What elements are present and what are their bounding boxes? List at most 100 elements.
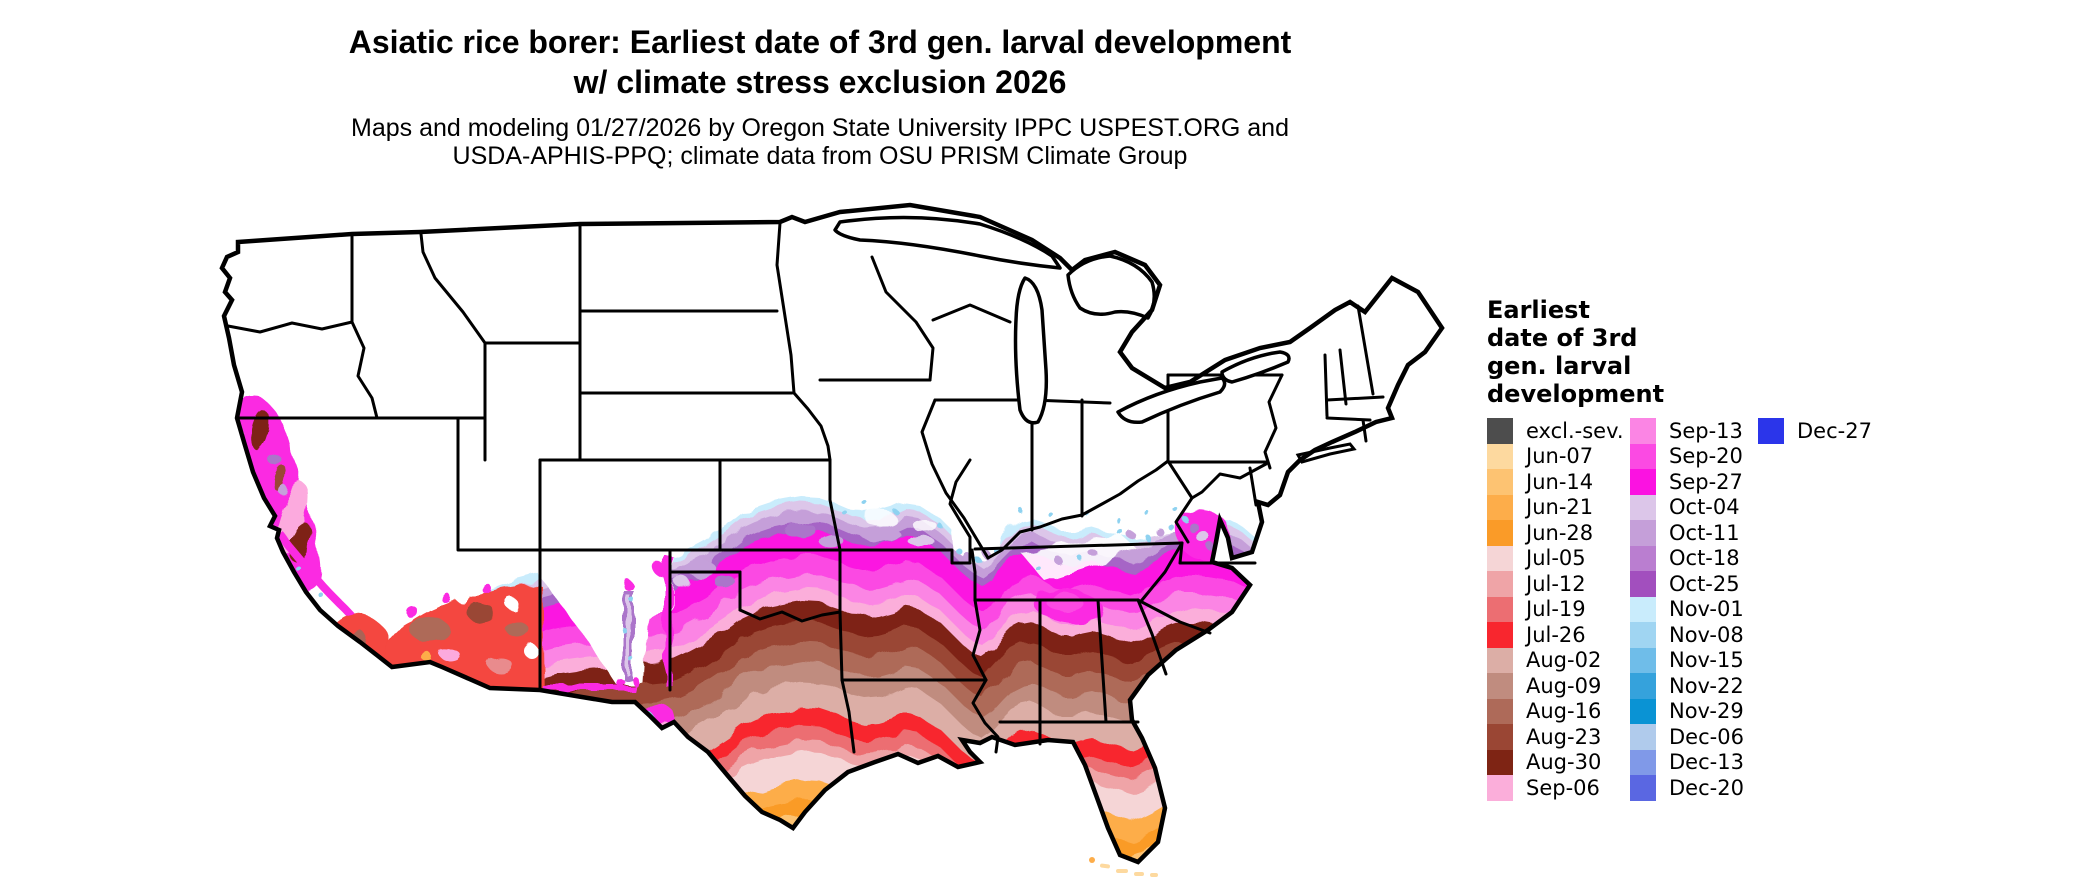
legend-swatch	[1487, 443, 1513, 469]
legend-label: Dec-13	[1669, 750, 1744, 775]
legend-label: Nov-29	[1669, 699, 1744, 724]
legend-row: Sep-20	[1630, 443, 1758, 469]
legend-swatch	[1487, 622, 1513, 648]
legend-swatch	[1630, 622, 1656, 648]
legend-row: Nov-22	[1630, 673, 1758, 699]
legend-row: Nov-29	[1630, 698, 1758, 724]
legend-column-3: Dec-27	[1758, 418, 1872, 801]
legend-row: Aug-23	[1487, 724, 1630, 750]
legend-swatch	[1630, 469, 1656, 495]
title-line-1: Asiatic rice borer: Earliest date of 3rd…	[348, 24, 1292, 60]
legend-swatch	[1630, 418, 1656, 444]
legend-row: Jun-14	[1487, 469, 1630, 495]
legend-row: Dec-20	[1630, 775, 1758, 801]
legend-label: Aug-09	[1526, 673, 1602, 698]
legend-row: Jun-07	[1487, 443, 1630, 469]
legend-row: Nov-01	[1630, 596, 1758, 622]
great-lakes	[833, 215, 1291, 425]
legend-label: Jul-26	[1526, 622, 1586, 647]
legend-swatch	[1630, 775, 1656, 801]
legend-swatch	[1630, 673, 1656, 699]
legend-swatch	[1487, 494, 1513, 520]
legend-label: Nov-08	[1669, 622, 1744, 647]
legend-label: Aug-16	[1526, 699, 1602, 724]
long-island	[1295, 442, 1357, 464]
legend-label: Jul-19	[1526, 597, 1586, 622]
legend-label: Aug-30	[1526, 750, 1602, 775]
legend-label: Jul-05	[1526, 546, 1586, 571]
legend-swatch	[1630, 647, 1656, 673]
legend-row: Aug-09	[1487, 673, 1630, 699]
legend-title: Earliest date of 3rd gen. larval develop…	[1487, 296, 1927, 408]
lake-ontario	[1220, 350, 1291, 384]
lake-huron	[1066, 254, 1156, 320]
legend-swatch	[1758, 418, 1784, 444]
lake-michigan	[1013, 276, 1049, 425]
legend-swatch	[1630, 596, 1656, 622]
legend-row: Aug-02	[1487, 647, 1630, 673]
legend-swatch	[1487, 673, 1513, 699]
legend-row: excl.-sev.	[1487, 418, 1630, 444]
legend-label: Dec-20	[1669, 775, 1744, 800]
legend-title-line-2: date of 3rd	[1487, 324, 1638, 352]
legend-label: Dec-27	[1797, 418, 1872, 443]
legend-label: Jun-28	[1526, 520, 1594, 545]
legend-label: Jun-07	[1526, 444, 1594, 469]
us-choropleth-map	[180, 160, 1460, 890]
legend-swatch	[1630, 724, 1656, 750]
legend-label: Dec-06	[1669, 724, 1744, 749]
legend-label: Sep-20	[1669, 444, 1743, 469]
legend-swatch	[1487, 469, 1513, 495]
legend-swatch	[1630, 698, 1656, 724]
legend-swatch	[1487, 571, 1513, 597]
legend-row: Oct-04	[1630, 494, 1758, 520]
lake-superior	[833, 215, 1062, 270]
legend-column-2: Sep-13 Sep-20 Sep-27 Oct-04 Oct-11 Oct-18 Oct-…	[1630, 418, 1758, 801]
legend-row: Oct-25	[1630, 571, 1758, 597]
legend-label: Jul-12	[1526, 571, 1586, 596]
legend-row: Dec-13	[1630, 749, 1758, 775]
legend-row: Nov-15	[1630, 647, 1758, 673]
legend-swatch	[1630, 749, 1656, 775]
legend-row: Jul-05	[1487, 545, 1630, 571]
legend-entries: excl.-sev. Jun-07 Jun-14 Jun-21 Jun-28 Jul-05…	[1487, 418, 1872, 801]
legend-row: Aug-30	[1487, 749, 1630, 775]
legend-row: Sep-06	[1487, 775, 1630, 801]
map-subtitle: Maps and modeling 01/27/2026 by Oregon S…	[0, 114, 1640, 170]
legend-row: Oct-18	[1630, 545, 1758, 571]
legend-label: Aug-23	[1526, 724, 1602, 749]
legend-column-1: excl.-sev. Jun-07 Jun-14 Jun-21 Jun-28 Jul-05…	[1487, 418, 1630, 801]
title-line-2: w/ climate stress exclusion 2026	[573, 64, 1067, 100]
legend-label: Oct-18	[1669, 546, 1740, 571]
legend-row: Jul-12	[1487, 571, 1630, 597]
legend-label: Sep-06	[1526, 775, 1600, 800]
map-legend: Earliest date of 3rd gen. larval develop…	[1487, 296, 1927, 801]
legend-row: Sep-27	[1630, 469, 1758, 495]
legend-label: Oct-25	[1669, 571, 1740, 596]
legend-swatch	[1487, 418, 1513, 444]
legend-label: Jun-14	[1526, 469, 1594, 494]
legend-row: Jun-28	[1487, 520, 1630, 546]
legend-label: Aug-02	[1526, 648, 1602, 673]
legend-label: Sep-13	[1669, 418, 1743, 443]
legend-swatch	[1487, 596, 1513, 622]
subtitle-line-2: USDA-APHIS-PPQ; climate data from OSU PR…	[452, 142, 1188, 170]
legend-row: Dec-27	[1758, 418, 1872, 444]
legend-title-line-1: Earliest	[1487, 296, 1590, 324]
legend-swatch	[1487, 749, 1513, 775]
legend-label: Oct-11	[1669, 520, 1740, 545]
legend-title-line-3: gen. larval	[1487, 352, 1632, 380]
legend-row: Nov-08	[1630, 622, 1758, 648]
legend-swatch	[1487, 775, 1513, 801]
legend-swatch	[1630, 545, 1656, 571]
legend-swatch	[1630, 494, 1656, 520]
lake-erie	[1116, 376, 1227, 425]
legend-label: excl.-sev.	[1526, 418, 1624, 443]
florida-keys	[1089, 857, 1158, 877]
legend-row: Jun-21	[1487, 494, 1630, 520]
legend-label: Oct-04	[1669, 495, 1740, 520]
legend-label: Nov-01	[1669, 597, 1744, 622]
legend-row: Aug-16	[1487, 698, 1630, 724]
legend-row: Jul-26	[1487, 622, 1630, 648]
